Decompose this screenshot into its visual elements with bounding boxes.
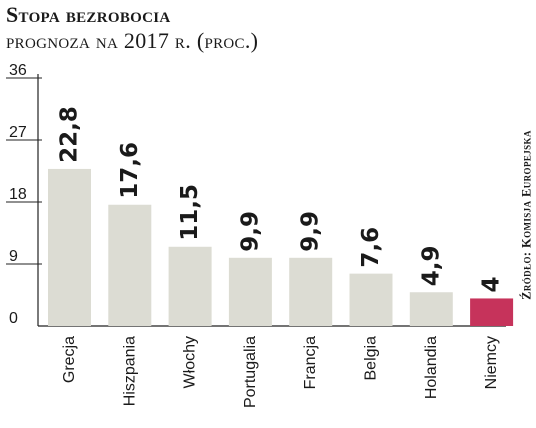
category-label: Francja xyxy=(302,336,319,389)
source-text: Źródło: Komisja Europejska xyxy=(519,130,534,300)
y-tick-label: 36 xyxy=(9,62,27,79)
y-tick-label: 18 xyxy=(9,186,27,203)
value-label: 4 xyxy=(479,276,505,292)
category-label: Włochy xyxy=(182,336,199,388)
category-label: Belgia xyxy=(363,336,380,381)
value-label: 4,9 xyxy=(418,245,444,286)
value-label: 17,6 xyxy=(117,142,143,199)
value-label: 7,6 xyxy=(358,227,384,268)
bar-włochy xyxy=(168,246,212,326)
chart-title: Stopa bezrobocia xyxy=(6,2,171,27)
y-tick-label: 9 xyxy=(9,248,18,265)
source-note: Źródło: Komisja Europejska xyxy=(520,92,534,338)
category-label: Niemcy xyxy=(483,336,500,389)
value-label: 11,5 xyxy=(177,184,203,241)
value-label: 22,8 xyxy=(57,106,83,163)
category-label: Grecja xyxy=(61,336,78,383)
category-label: Holandia xyxy=(423,336,440,399)
value-label: 9,9 xyxy=(298,211,324,252)
value-label: 9,9 xyxy=(237,211,263,252)
bar-hiszpania xyxy=(108,204,152,326)
bar-belgia xyxy=(349,273,393,326)
bar-holandia xyxy=(409,292,453,326)
y-tick-label: 0 xyxy=(9,310,18,327)
category-label: Hiszpania xyxy=(121,336,138,406)
category-label: Portugalia xyxy=(242,336,259,408)
bar-grecja xyxy=(48,168,91,326)
y-tick-label: 27 xyxy=(9,124,27,141)
bar-niemcy xyxy=(470,298,514,326)
chart-subtitle: prognoza na 2017 r. (proc.) xyxy=(6,28,259,53)
bar-francja xyxy=(289,257,333,326)
bar-portugalia xyxy=(228,257,272,326)
